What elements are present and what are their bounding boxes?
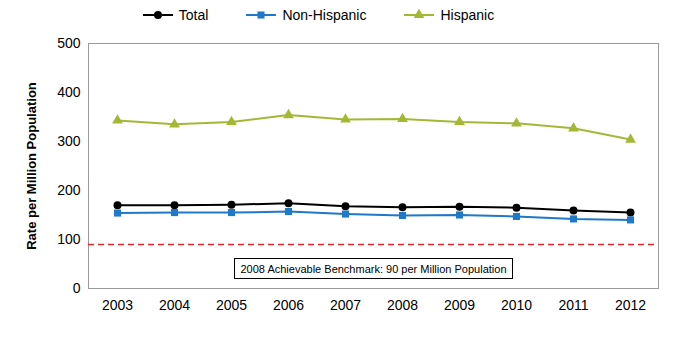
svg-text:2006: 2006 bbox=[273, 297, 304, 313]
svg-text:0: 0 bbox=[73, 280, 81, 296]
svg-text:2008 Achievable Benchmark: 90: 2008 Achievable Benchmark: 90 per Millio… bbox=[241, 263, 507, 275]
svg-text:100: 100 bbox=[57, 231, 81, 247]
svg-text:2004: 2004 bbox=[159, 297, 190, 313]
svg-text:400: 400 bbox=[57, 84, 81, 100]
svg-text:2008: 2008 bbox=[387, 297, 418, 313]
svg-text:2012: 2012 bbox=[615, 297, 646, 313]
svg-text:2003: 2003 bbox=[102, 297, 133, 313]
svg-text:2010: 2010 bbox=[501, 297, 532, 313]
svg-text:2007: 2007 bbox=[330, 297, 361, 313]
svg-text:300: 300 bbox=[57, 133, 81, 149]
html-text:Non-Hispanic: Non-Hispanic bbox=[282, 7, 367, 23]
html-text:Hispanic: Hispanic bbox=[440, 7, 495, 23]
html-text:Total: Total bbox=[178, 7, 209, 23]
svg-text:Rate per Million Population: Rate per Million Population bbox=[24, 82, 39, 250]
svg-text:2009: 2009 bbox=[444, 297, 475, 313]
svg-text:2011: 2011 bbox=[558, 297, 588, 313]
svg-text:200: 200 bbox=[57, 182, 81, 198]
svg-text:2005: 2005 bbox=[216, 297, 247, 313]
svg-text:500: 500 bbox=[57, 35, 81, 51]
